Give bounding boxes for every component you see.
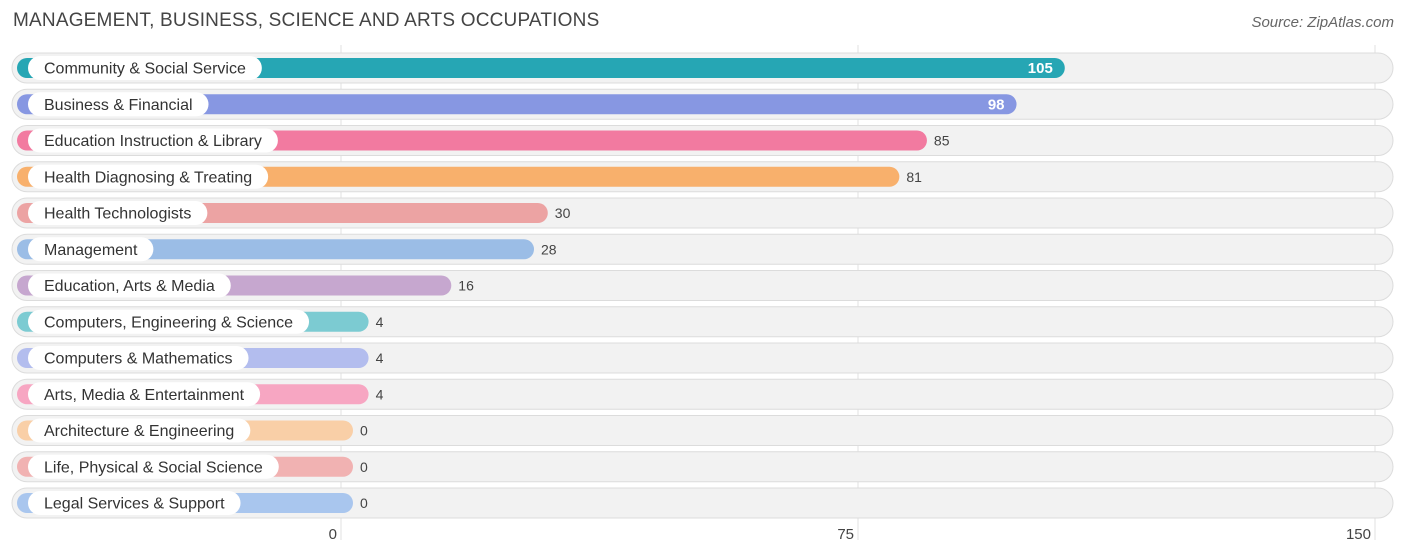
bar — [17, 94, 1017, 115]
bar-label: Arts, Media & Entertainment — [44, 387, 245, 404]
value-label: 85 — [934, 133, 950, 149]
label-pill — [28, 164, 269, 189]
value-label: 30 — [555, 205, 571, 221]
source-label: Source: ZipAtlas.com — [1251, 14, 1394, 31]
bar-row: Computers & Mathematics 4 — [11, 342, 1394, 374]
chart-title: MANAGEMENT, BUSINESS, SCIENCE AND ARTS O… — [13, 10, 600, 31]
value-label: 4 — [376, 314, 384, 330]
bar-label: Life, Physical & Social Science — [44, 459, 263, 476]
bar-label: Business & Financial — [44, 97, 193, 114]
bar-row: Computers, Engineering & Science 4 — [11, 306, 1394, 338]
label-pill — [28, 418, 251, 443]
label-pill — [28, 128, 278, 153]
bar-row: Architecture & Engineering 0 — [11, 415, 1394, 446]
x-tick-label: 75 — [837, 526, 854, 543]
value-label: 4 — [376, 350, 384, 366]
bar-label: Legal Services & Support — [44, 496, 225, 513]
bar-row: Health Diagnosing & Treating 81 — [11, 161, 1394, 193]
bar-row: Management 28 — [11, 233, 1394, 265]
bar-label: Computers, Engineering & Science — [44, 314, 293, 331]
label-pill — [28, 491, 241, 515]
value-label: 4 — [376, 386, 384, 402]
bar-row: Health Technologists 30 — [11, 197, 1394, 229]
bar-row: Education Instruction & Library 85 — [11, 125, 1394, 156]
bar-label: Health Diagnosing & Treating — [44, 169, 252, 186]
bar-row: Arts, Media & Entertainment 4 — [11, 378, 1394, 410]
bar-label: Community & Social Service — [44, 61, 246, 78]
label-pill — [28, 309, 310, 334]
label-pill — [28, 237, 154, 262]
row-track — [11, 487, 1394, 519]
value-label: 28 — [541, 241, 557, 257]
row-track — [11, 415, 1394, 446]
row-track — [11, 451, 1394, 483]
label-pill — [28, 346, 249, 370]
label-pill — [28, 201, 208, 225]
bar-label: Education, Arts & Media — [44, 278, 215, 295]
label-pill — [28, 382, 261, 407]
bar-label: Management — [44, 242, 138, 259]
label-pill — [28, 56, 262, 80]
value-label: 0 — [360, 459, 368, 475]
label-pill — [28, 454, 279, 479]
bar-label: Computers & Mathematics — [44, 351, 233, 368]
value-label: 98 — [988, 96, 1005, 113]
bar-label: Education Instruction & Library — [44, 133, 262, 150]
value-label: 0 — [360, 423, 368, 439]
label-pill — [28, 273, 231, 298]
x-tick-label: 0 — [329, 526, 337, 543]
bar — [17, 58, 1065, 78]
label-pill — [28, 92, 209, 117]
bar-row: Legal Services & Support 0 — [11, 487, 1394, 519]
bar-row: Community & Social Service 105 — [11, 52, 1394, 84]
value-label: 81 — [906, 169, 922, 185]
bar-row: Life, Physical & Social Science 0 — [11, 451, 1394, 483]
bar-row: Education, Arts & Media 16 — [11, 270, 1394, 301]
value-label: 16 — [458, 278, 474, 294]
bar-label: Architecture & Engineering — [44, 423, 234, 440]
x-tick-label: 150 — [1346, 526, 1371, 543]
bar-label: Health Technologists — [44, 206, 191, 223]
value-label: 105 — [1028, 60, 1053, 77]
value-label: 0 — [360, 495, 368, 511]
bar-row: Business & Financial 98 — [11, 88, 1394, 120]
